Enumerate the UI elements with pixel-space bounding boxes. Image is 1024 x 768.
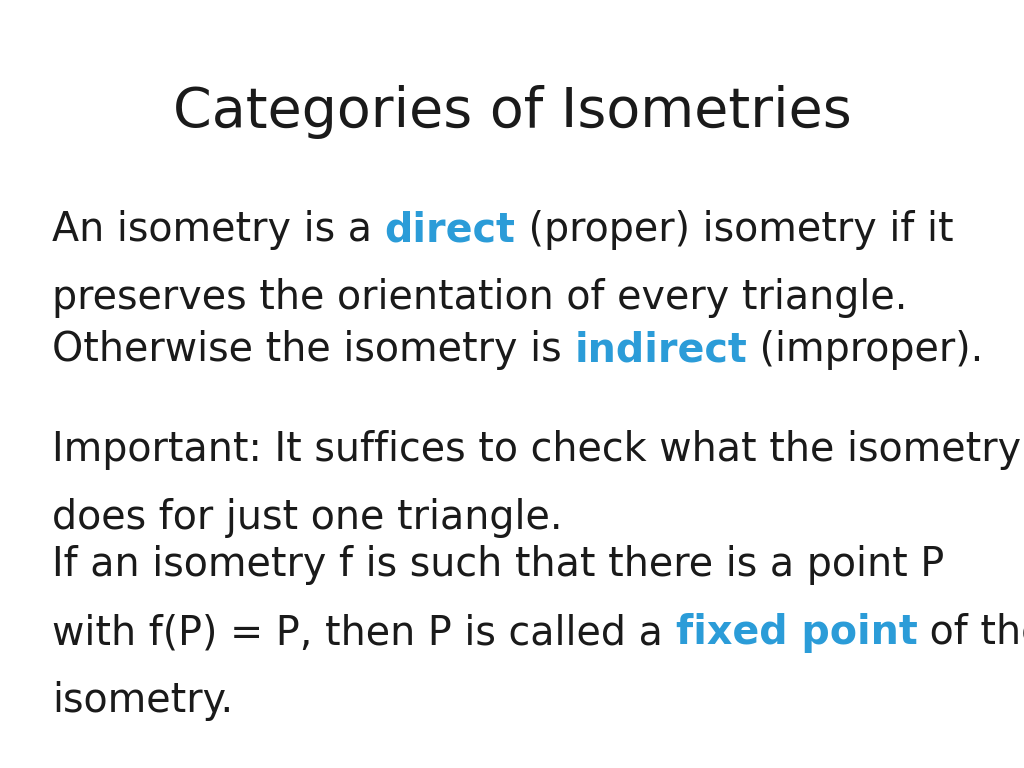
Text: (improper).: (improper).	[746, 330, 983, 370]
Text: An isometry is a: An isometry is a	[52, 210, 385, 250]
Text: isometry.: isometry.	[52, 681, 233, 721]
Text: preserves the orientation of every triangle.: preserves the orientation of every trian…	[52, 278, 907, 318]
Text: does for just one triangle.: does for just one triangle.	[52, 498, 562, 538]
Text: with f(P) = P, then P is called a: with f(P) = P, then P is called a	[52, 613, 676, 653]
Text: (proper) isometry if it: (proper) isometry if it	[515, 210, 953, 250]
Text: Otherwise the isometry is: Otherwise the isometry is	[52, 330, 574, 370]
Text: indirect: indirect	[574, 330, 746, 370]
Text: If an isometry f is such that there is a point P: If an isometry f is such that there is a…	[52, 545, 944, 585]
Text: Categories of Isometries: Categories of Isometries	[173, 85, 851, 139]
Text: direct: direct	[385, 210, 515, 250]
Text: of the: of the	[918, 613, 1024, 653]
Text: fixed point: fixed point	[676, 613, 918, 653]
Text: Important: It suffices to check what the isometry: Important: It suffices to check what the…	[52, 430, 1021, 470]
